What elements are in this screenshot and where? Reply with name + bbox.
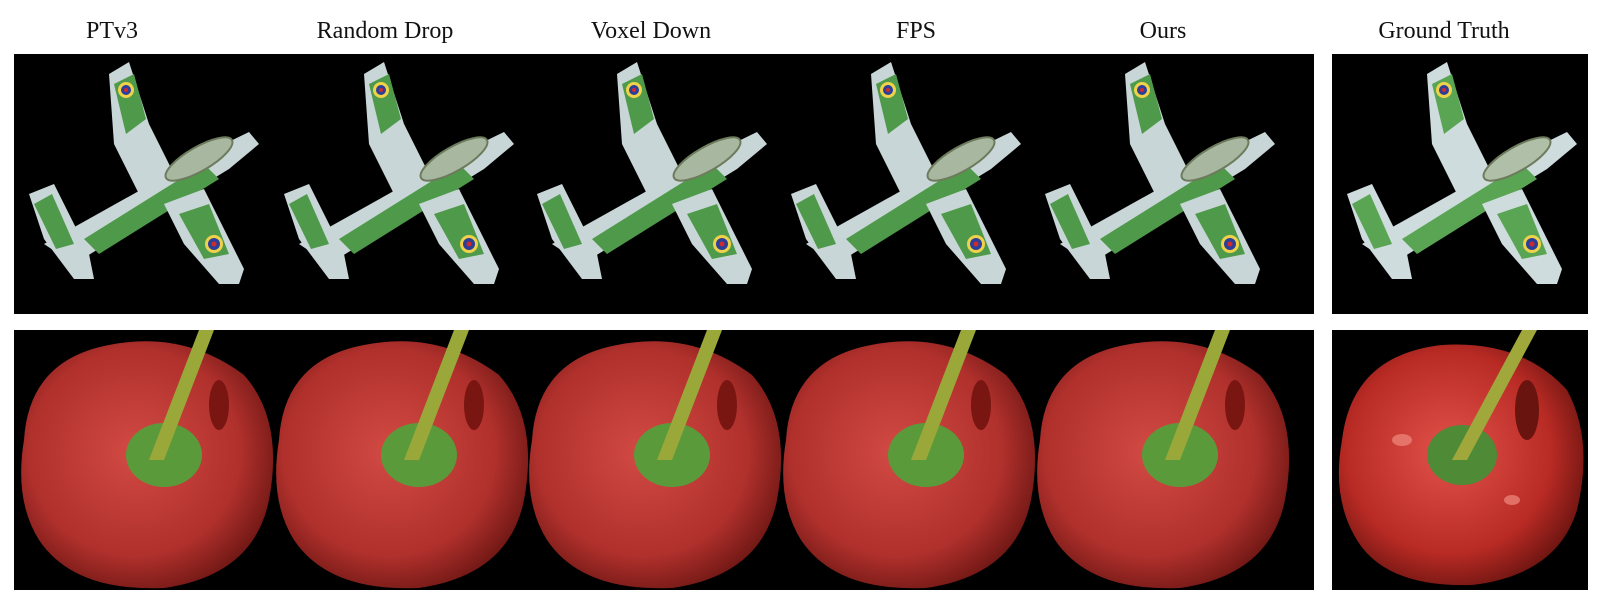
airplane-ground-truth-image (1346, 61, 1578, 285)
airplane-comparison-image (28, 61, 1276, 285)
pepper-ground-truth-panel (1332, 330, 1588, 590)
column-label-random-drop: Random Drop (316, 18, 454, 44)
pepper-ground-truth-image (1338, 330, 1584, 586)
airplane-ground-truth-panel (1332, 54, 1588, 314)
column-label-ground-truth: Ground Truth (1378, 18, 1510, 44)
pepper-comparison-image (21, 330, 1290, 589)
column-label-fps: FPS (895, 18, 937, 44)
airplane-comparison-panel (14, 54, 1314, 314)
column-label-voxel-down: Voxel Down (590, 18, 712, 44)
column-label-ours: Ours (1139, 18, 1187, 44)
pepper-comparison-panel (14, 330, 1314, 590)
column-label-ptv3: PTv3 (85, 18, 139, 44)
